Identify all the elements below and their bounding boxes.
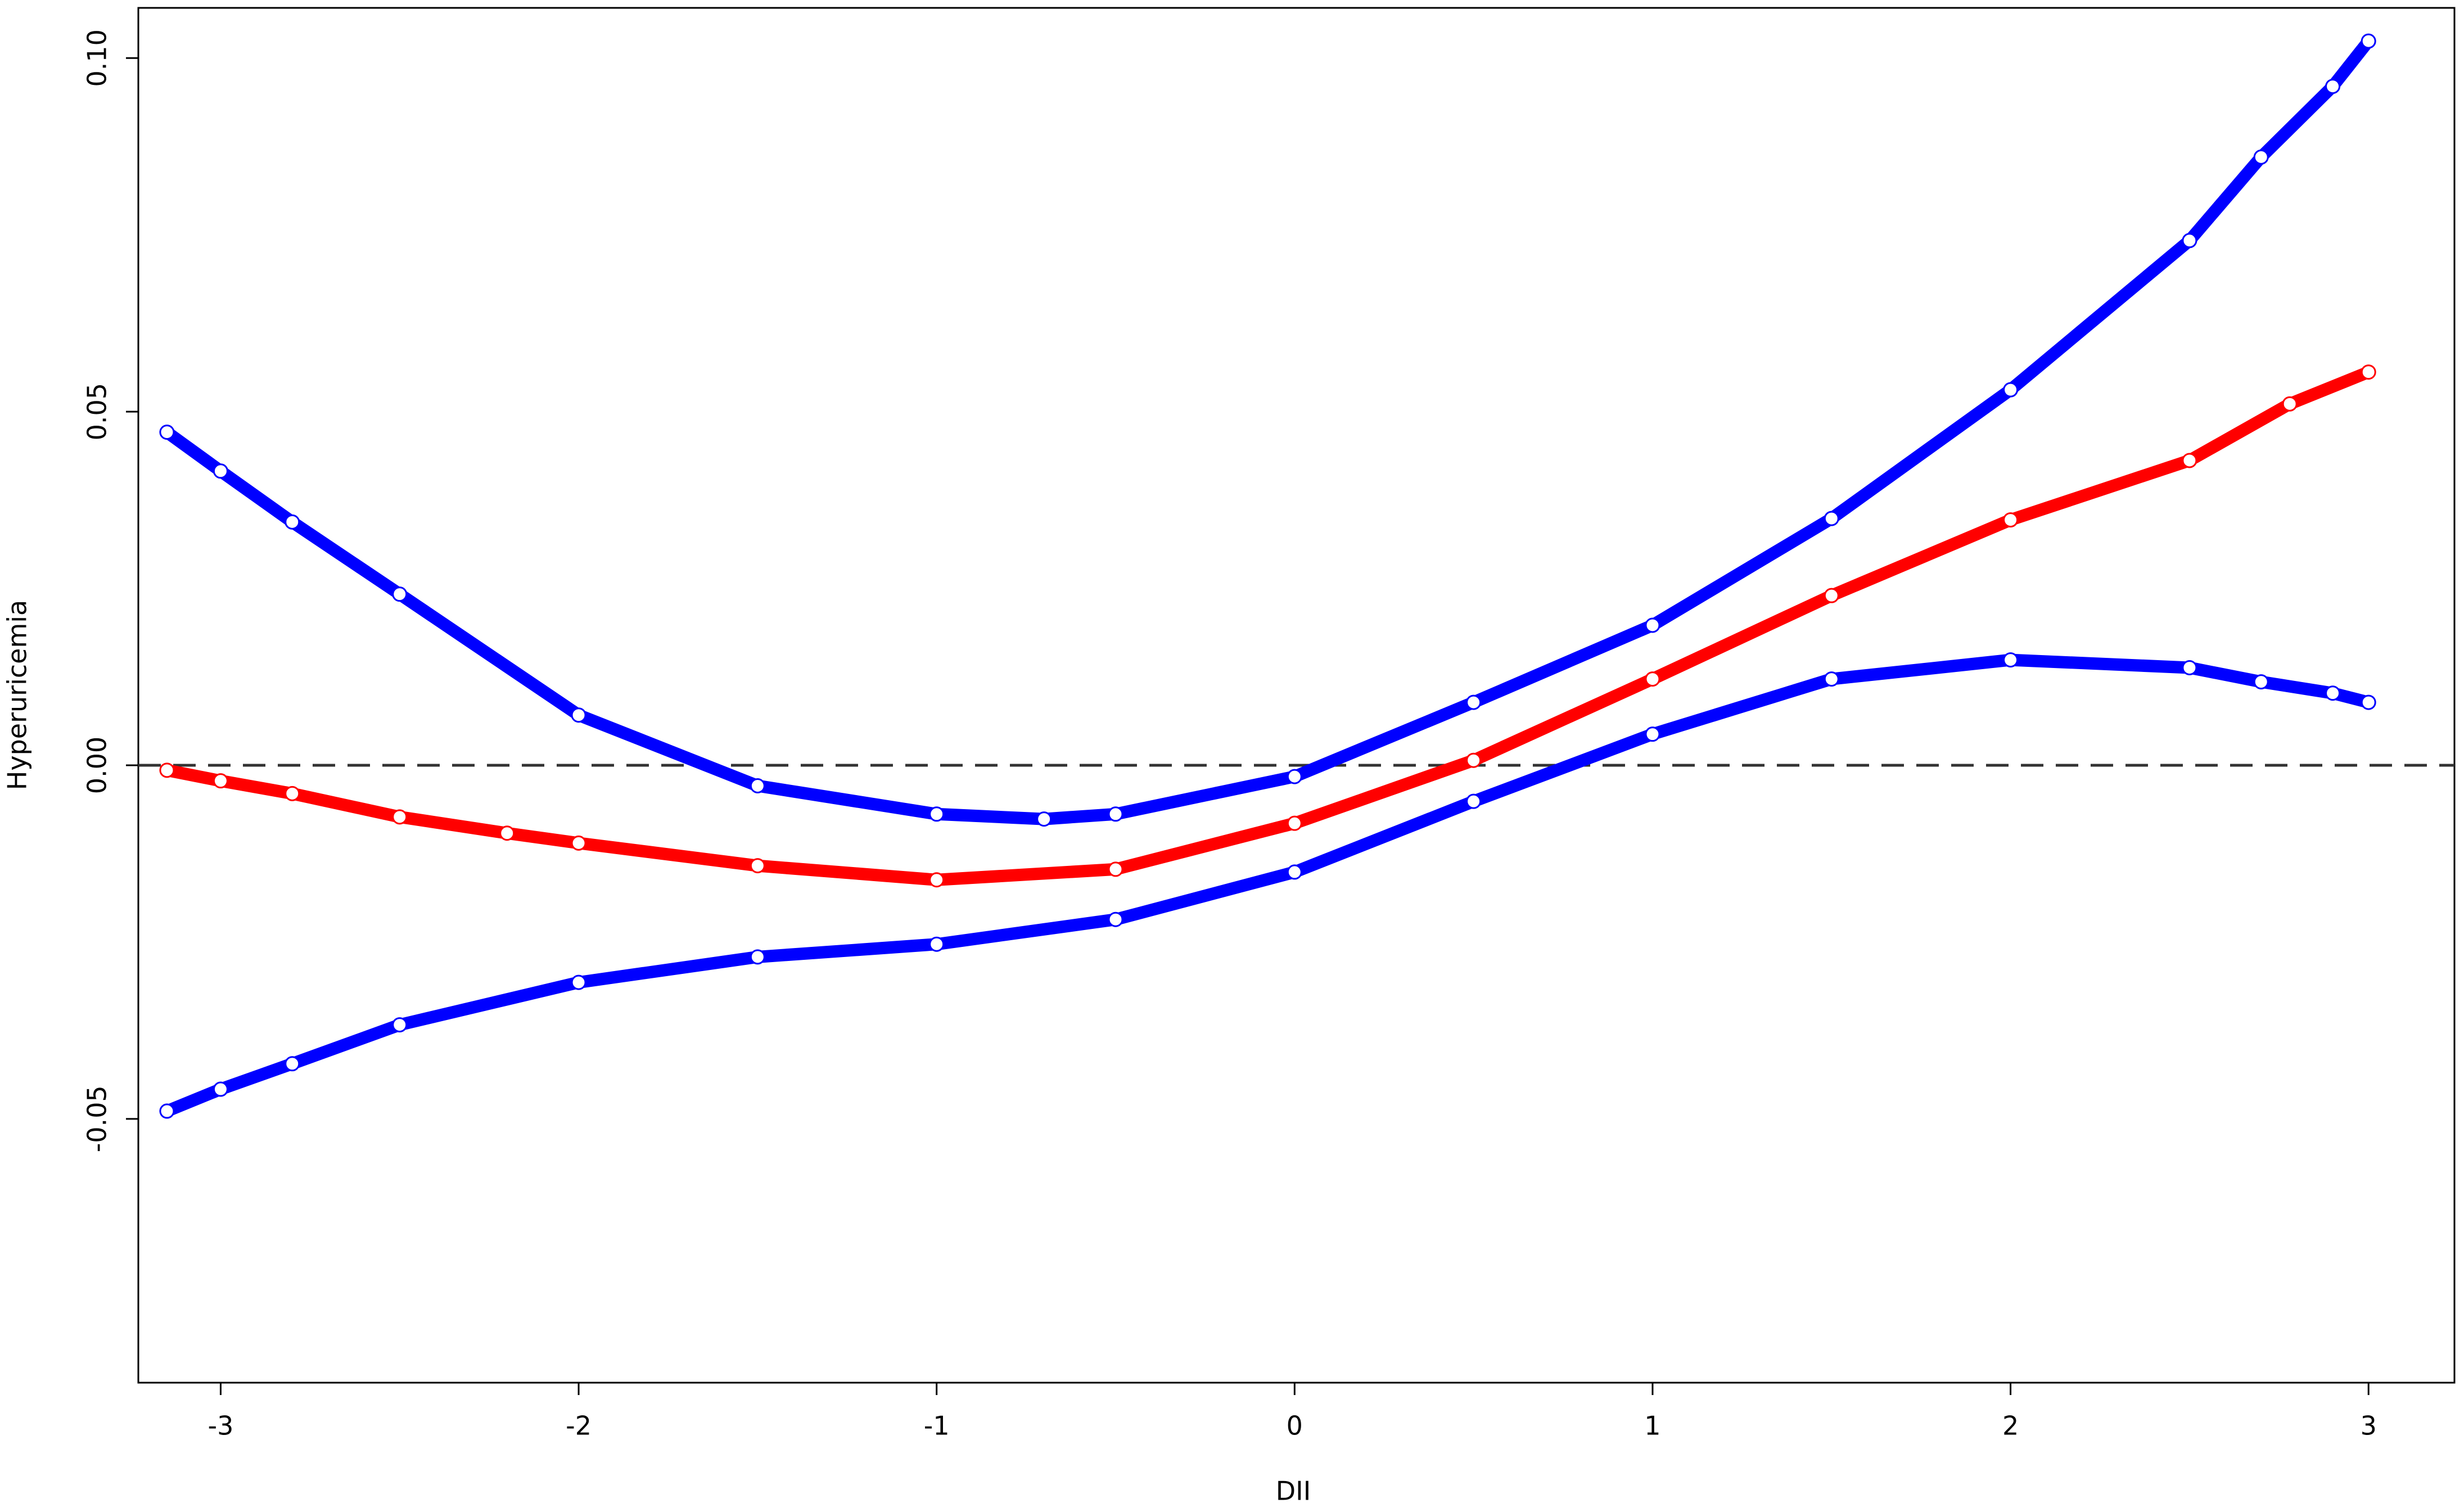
point — [285, 514, 300, 530]
x-tick-label: -3 — [207, 1411, 233, 1441]
point — [1108, 806, 1123, 822]
point — [2182, 453, 2197, 468]
point — [213, 773, 228, 789]
plot-frame — [137, 7, 2456, 1384]
curve — [160, 35, 2375, 825]
point — [159, 425, 175, 440]
point — [213, 463, 228, 479]
point — [1824, 671, 1839, 687]
point — [1036, 811, 1052, 827]
x-tick-label: 3 — [2361, 1411, 2377, 1441]
point — [392, 1017, 408, 1033]
point — [2253, 149, 2269, 165]
point — [2182, 660, 2197, 675]
point — [1824, 588, 1839, 603]
point — [929, 936, 945, 952]
point — [571, 835, 586, 851]
point — [1645, 726, 1660, 742]
y-axis-label: Hyperuricemia — [2, 600, 33, 790]
point — [1466, 793, 1482, 809]
x-tick-label: -1 — [924, 1411, 950, 1441]
y-tick-label: 0.10 — [82, 29, 112, 87]
point — [750, 858, 765, 874]
point — [929, 806, 945, 822]
point — [1466, 752, 1482, 768]
point — [1824, 511, 1839, 526]
point — [2003, 382, 2019, 398]
y-tick-label: -0.05 — [82, 1085, 112, 1152]
point — [1108, 861, 1123, 877]
point — [1108, 911, 1123, 927]
x-tick-label: 1 — [1644, 1411, 1660, 1441]
point — [2361, 364, 2376, 380]
point — [1645, 671, 1660, 687]
point — [2325, 79, 2341, 94]
point — [571, 707, 586, 723]
point — [213, 1081, 228, 1097]
point — [159, 1103, 175, 1119]
point — [1466, 694, 1482, 710]
point — [159, 762, 175, 778]
point — [2282, 396, 2298, 412]
y-tick-label: 0.00 — [82, 737, 112, 794]
point — [2361, 33, 2376, 49]
point — [1645, 617, 1660, 633]
point — [2003, 512, 2019, 528]
curve — [160, 365, 2375, 886]
x-tick-label: 0 — [1287, 1411, 1303, 1441]
point — [750, 949, 765, 965]
point — [750, 778, 765, 793]
point — [2182, 233, 2197, 249]
x-axis-label: DII — [1276, 1476, 1311, 1506]
point — [1287, 815, 1302, 831]
point — [285, 786, 300, 801]
point — [499, 825, 515, 841]
point — [2253, 674, 2269, 690]
curve — [160, 653, 2375, 1118]
point — [2361, 694, 2376, 710]
point — [392, 809, 408, 825]
point — [2325, 685, 2341, 701]
point — [1287, 864, 1302, 880]
y-tick-label: 0.05 — [82, 383, 112, 440]
point — [571, 974, 586, 990]
point — [2003, 652, 2019, 668]
point — [929, 872, 945, 888]
x-tick-label: -2 — [566, 1411, 592, 1441]
point — [285, 1056, 300, 1072]
x-tick-label: 2 — [2002, 1411, 2019, 1441]
point — [392, 586, 408, 602]
point — [1287, 769, 1302, 784]
